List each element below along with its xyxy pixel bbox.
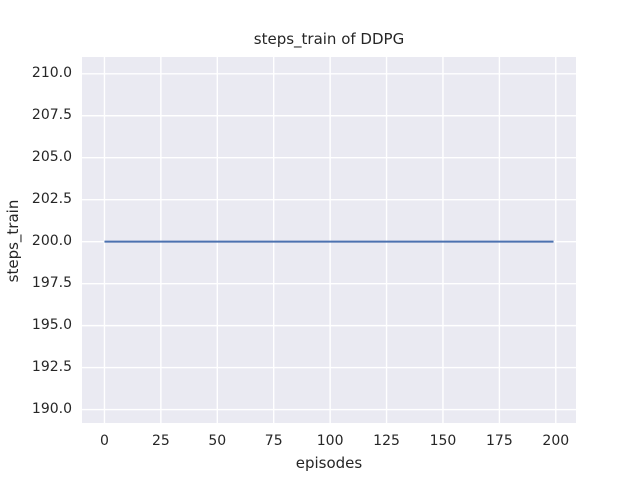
x-axis-label: episodes	[295, 454, 363, 472]
y-tick-label: 192.5	[31, 359, 72, 376]
x-tick-label: 175	[486, 433, 513, 449]
y-tick-label: 202.5	[31, 191, 72, 208]
x-tick-label: 100	[316, 433, 344, 449]
y-tick-label: 200.0	[31, 233, 72, 250]
plot-canvas	[82, 57, 576, 423]
x-tick-label: 150	[429, 433, 457, 449]
axes-background	[82, 57, 576, 423]
y-tick-label: 207.5	[31, 107, 72, 124]
x-tick-label: 75	[264, 433, 283, 449]
y-tick-label: 197.5	[31, 275, 72, 292]
y-tick-label: 205.0	[31, 149, 72, 166]
x-tick-label: 125	[373, 433, 400, 449]
y-tick-label: 195.0	[31, 317, 72, 334]
x-tick-label: 50	[208, 433, 227, 449]
x-tick-label: 25	[151, 433, 170, 449]
x-tick-label: 0	[99, 433, 109, 449]
y-tick-label: 190.0	[31, 401, 72, 418]
plot-area	[82, 57, 576, 423]
y-tick-label: 210.0	[31, 65, 72, 82]
x-tick-label: 200	[542, 433, 570, 449]
chart-title: steps_train of DDPG	[253, 30, 405, 48]
